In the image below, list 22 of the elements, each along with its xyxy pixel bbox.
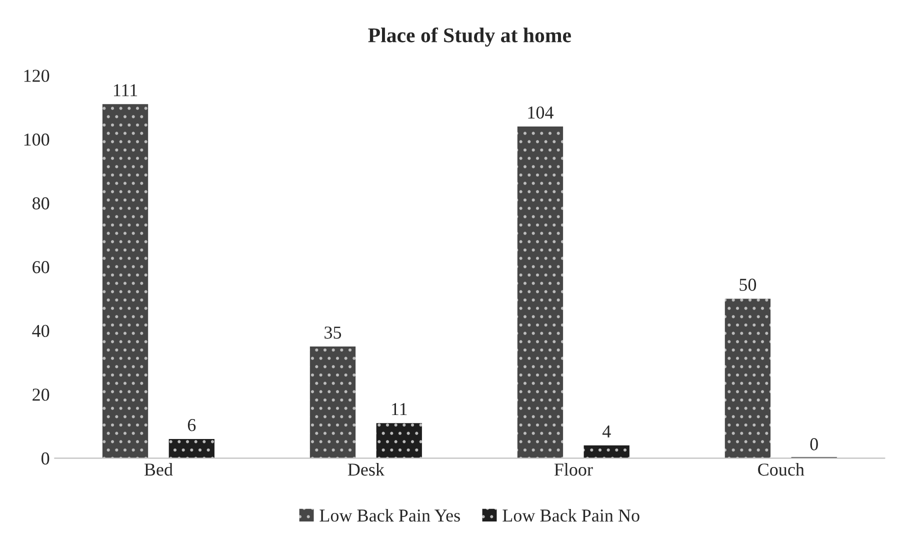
y-tick-label: 60: [32, 261, 50, 274]
x-tick-label: Couch: [758, 463, 804, 476]
y-tick-label: 100: [24, 134, 50, 146]
data-label: 104: [528, 106, 554, 119]
legend-label: Low Back Pain Yes: [320, 508, 460, 522]
data-label: 50: [740, 278, 756, 291]
data-label: 6: [188, 419, 196, 432]
x-tick-label: Bed: [144, 463, 173, 476]
y-tick-label: 80: [32, 197, 50, 210]
data-label: 4: [602, 425, 611, 438]
chart-title: Place of Study at home: [368, 27, 571, 47]
data-label: 11: [392, 403, 407, 416]
y-tick-label: 20: [32, 388, 50, 401]
x-tick-label: Floor: [554, 463, 593, 476]
y-tick-label: 120: [24, 70, 50, 82]
y-tick-label: 40: [32, 324, 50, 338]
legend-label: Low Back Pain No: [502, 508, 640, 522]
data-label: 111: [114, 84, 138, 96]
y-tick-label: 0: [42, 452, 50, 465]
data-label: 35: [324, 326, 342, 339]
data-label: 0: [810, 438, 818, 450]
x-tick-label: Desk: [348, 463, 384, 476]
